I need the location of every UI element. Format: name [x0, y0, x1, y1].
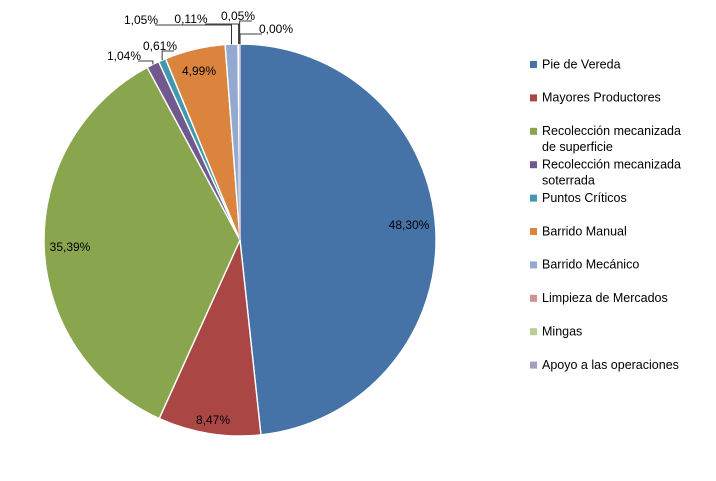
leader-line-apoyo-a-las-operaciones [239, 33, 262, 44]
legend-item-recoleccion-mecanizada-de-superficie: Recolección mecanizada de superficie [530, 124, 681, 154]
legend-swatch [530, 61, 537, 68]
legend-label: Mingas [542, 324, 582, 338]
legend: Pie de Vereda Mayores Productores Recolecc… [530, 57, 681, 372]
leader-line-mingas [239, 20, 252, 44]
legend-swatch [530, 228, 537, 235]
data-label-recoleccion-mecanizada-de-superficie: 35,39% [50, 240, 91, 254]
legend-item-mayores-productores: Mayores Productores [530, 91, 661, 105]
data-label-mingas: 0,05% [221, 9, 255, 23]
legend-swatch [530, 261, 537, 269]
legend-swatch [530, 127, 537, 135]
leader-lines [138, 20, 262, 65]
data-label-limpieza-de-mercados: 0,11% [174, 12, 207, 26]
data-label-mayores-productores: 8,47% [196, 413, 230, 427]
data-label-puntos-criticos: 0,61% [143, 39, 177, 53]
slice-pie-de-vereda [239, 43, 437, 436]
legend-swatch [530, 194, 537, 202]
legend-label: Apoyo a las operaciones [542, 358, 679, 372]
legend-label: Pie de Vereda [542, 57, 621, 71]
legend-swatch [530, 361, 537, 369]
legend-item-barrido-mecanico: Barrido Mecánico [530, 258, 639, 272]
leader-line-limpieza-de-mercados [205, 23, 240, 44]
legend-item-puntos-criticos: Puntos Críticos [530, 191, 627, 205]
legend-label: Barrido Manual [542, 224, 627, 238]
legend-swatch [530, 94, 537, 102]
legend-label: Barrido Mecánico [542, 258, 639, 272]
legend-swatch [530, 328, 537, 336]
data-label-pie-de-vereda: 48,30% [389, 218, 430, 232]
leader-line-barrido-mecanico [155, 24, 233, 45]
legend-swatch [530, 161, 537, 169]
legend-item-barrido-manual: Barrido Manual [530, 224, 627, 238]
data-label-barrido-mecanico: 1,05% [124, 13, 158, 27]
legend-label: Limpieza de Mercados [542, 291, 668, 305]
data-label-apoyo-a-las-operaciones: 0,00% [259, 22, 293, 36]
legend-item-pie-de-vereda: Pie de Vereda [530, 57, 621, 71]
legend-swatch [530, 294, 537, 302]
legend-item-mingas: Mingas [530, 324, 582, 338]
legend-item-apoyo-a-las-operaciones: Apoyo a las operaciones [530, 358, 679, 372]
legend-label: Puntos Críticos [542, 191, 627, 205]
leader-line-puntos-criticos [161, 50, 174, 61]
legend-label: Recolección mecanizada [542, 124, 681, 138]
slice-mayores-productores [158, 237, 262, 437]
legend-item-limpieza-de-mercados: Limpieza de Mercados [530, 291, 668, 305]
leader-line-recoleccion-mecanizada-soterrada [138, 60, 154, 65]
slice-recoleccion-mecanizada-de-superficie [43, 66, 241, 420]
pie-slices [43, 43, 437, 437]
data-label-barrido-manual: 4,99% [182, 64, 216, 78]
data-label-recoleccion-mecanizada-soterrada: 1,04% [107, 49, 141, 63]
legend-label: Recolección mecanizada [542, 157, 681, 171]
legend-label: de superficie [542, 140, 613, 154]
data-labels: 48,30% 8,47% 35,39% 1,04%0,61% 4,99% 1,05% 0,1… [50, 9, 430, 427]
legend-item-recoleccion-mecanizada-soterrada: Recolección mecanizada soterrada [530, 157, 681, 187]
legend-label: soterrada [542, 173, 595, 187]
legend-label: Mayores Productores [542, 91, 661, 105]
